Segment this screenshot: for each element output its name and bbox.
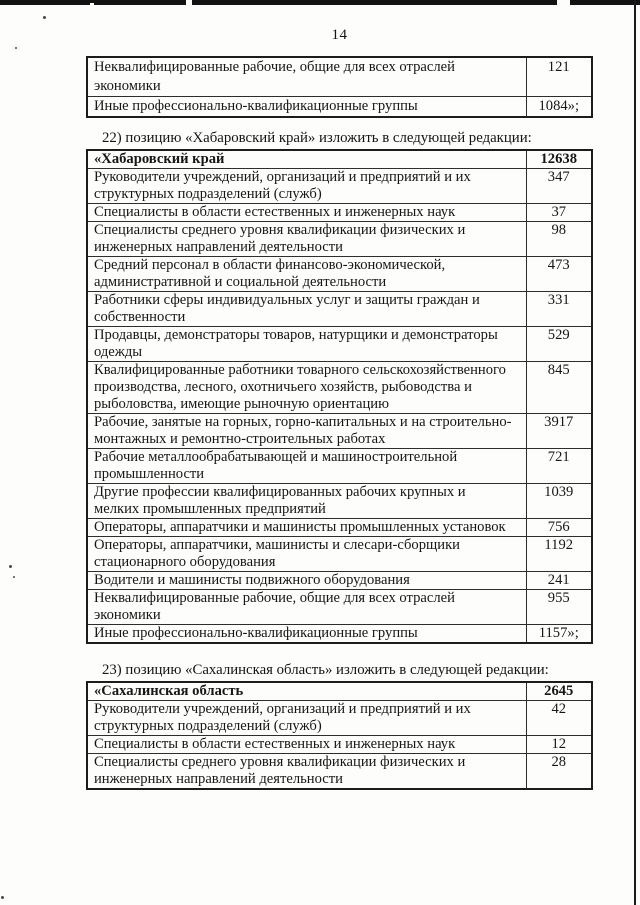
table-row: Продавцы, демонстраторы товаров, натурщи… bbox=[86, 326, 593, 362]
row-value: 1084»; bbox=[525, 96, 593, 118]
row-label: Специалисты в области естественных и инж… bbox=[86, 735, 527, 754]
row-value: 845 bbox=[525, 361, 593, 414]
row-value: 28 bbox=[525, 753, 593, 790]
table-row: Другие профессии квалифицированных рабоч… bbox=[86, 483, 593, 519]
region-name: «Сахалинская область bbox=[86, 681, 527, 701]
row-value: 98 bbox=[525, 221, 593, 257]
khabarovsk-table: «Хабаровский край 12638 Руководители учр… bbox=[86, 149, 593, 644]
row-label: Неквалифицированные рабочие, общие для в… bbox=[86, 589, 527, 625]
row-value: 1192 bbox=[525, 536, 593, 572]
row-label: Специалисты среднего уровня квалификации… bbox=[86, 221, 527, 257]
row-label: Неквалифицированные рабочие, общие для в… bbox=[86, 56, 527, 97]
row-label: Специалисты среднего уровня квалификации… bbox=[86, 753, 527, 790]
scan-speck bbox=[1, 896, 4, 899]
region-total: 12638 bbox=[525, 149, 593, 169]
page-number: 14 bbox=[331, 27, 348, 43]
row-value: 1039 bbox=[525, 483, 593, 519]
table-row: Руководители учреждений, организаций и п… bbox=[86, 168, 593, 204]
scan-artifact-gap bbox=[557, 0, 570, 5]
row-value: 37 bbox=[525, 203, 593, 222]
row-label: Средний персонал в области финансово-эко… bbox=[86, 256, 527, 292]
continuation-table: Неквалифицированные рабочие, общие для в… bbox=[86, 56, 593, 118]
row-label: Операторы, аппаратчики, машинисты и слес… bbox=[86, 536, 527, 572]
table-row: Специалисты среднего уровня квалификации… bbox=[86, 221, 593, 257]
row-value: 3917 bbox=[525, 413, 593, 449]
row-label: Водители и машинисты подвижного оборудов… bbox=[86, 571, 527, 590]
row-value: 347 bbox=[525, 168, 593, 204]
region-total: 2645 bbox=[525, 681, 593, 701]
row-label: Операторы, аппаратчики и машинисты промы… bbox=[86, 518, 527, 537]
table-row: Руководители учреждений, организаций и п… bbox=[86, 700, 593, 736]
table-row: Рабочие металлообрабатывающей и машиност… bbox=[86, 448, 593, 484]
row-value: 529 bbox=[525, 326, 593, 362]
table-row: Неквалифицированные рабочие, общие для в… bbox=[86, 56, 593, 97]
row-label: Иные профессионально-квалификационные гр… bbox=[86, 624, 527, 644]
row-value: 241 bbox=[525, 571, 593, 590]
document-content: Неквалифицированные рабочие, общие для в… bbox=[86, 56, 593, 790]
row-value: 955 bbox=[525, 589, 593, 625]
row-value: 1157»; bbox=[525, 624, 593, 644]
sakhalin-table: «Сахалинская область 2645 Руководители у… bbox=[86, 681, 593, 790]
table-row: Операторы, аппаратчики, машинисты и слес… bbox=[86, 536, 593, 572]
table-row: Иные профессионально-квалификационные гр… bbox=[86, 624, 593, 644]
row-label: Иные профессионально-квалификационные гр… bbox=[86, 96, 527, 118]
row-label: Квалифицированные работники товарного се… bbox=[86, 361, 527, 414]
row-label: Работники сферы индивидуальных услуг и з… bbox=[86, 291, 527, 327]
scan-artifact-top-edge bbox=[0, 0, 640, 5]
clause-23-intro: 23) позицию «Сахалинская область» изложи… bbox=[102, 662, 549, 678]
row-value: 121 bbox=[525, 56, 593, 97]
row-label: Специалисты в области естественных и инж… bbox=[86, 203, 527, 222]
region-header-row: «Хабаровский край 12638 bbox=[86, 149, 593, 169]
region-header-row: «Сахалинская область 2645 bbox=[86, 681, 593, 701]
row-label: Рабочие металлообрабатывающей и машиност… bbox=[86, 448, 527, 484]
scan-artifact-gap bbox=[90, 3, 94, 8]
scan-artifact-gap bbox=[186, 0, 192, 5]
table-row: Иные профессионально-квалификационные гр… bbox=[86, 96, 593, 118]
row-label: Руководители учреждений, организаций и п… bbox=[86, 168, 527, 204]
table-row: Специалисты среднего уровня квалификации… bbox=[86, 753, 593, 790]
table-row: Специалисты в области естественных и инж… bbox=[86, 735, 593, 754]
table-row: Водители и машинисты подвижного оборудов… bbox=[86, 571, 593, 590]
row-value: 473 bbox=[525, 256, 593, 292]
table-row: Работники сферы индивидуальных услуг и з… bbox=[86, 291, 593, 327]
scan-speck bbox=[9, 565, 12, 568]
row-value: 721 bbox=[525, 448, 593, 484]
row-label: Продавцы, демонстраторы товаров, натурщи… bbox=[86, 326, 527, 362]
table-row: Средний персонал в области финансово-эко… bbox=[86, 256, 593, 292]
scan-artifact-right-edge bbox=[634, 0, 636, 905]
table-row: Квалифицированные работники товарного се… bbox=[86, 361, 593, 414]
table-row: Специалисты в области естественных и инж… bbox=[86, 203, 593, 222]
row-value: 756 bbox=[525, 518, 593, 537]
region-name: «Хабаровский край bbox=[86, 149, 527, 169]
table-row: Рабочие, занятые на горных, горно-капита… bbox=[86, 413, 593, 449]
row-label: Рабочие, занятые на горных, горно-капита… bbox=[86, 413, 527, 449]
scan-speck bbox=[13, 576, 15, 578]
row-value: 12 bbox=[525, 735, 593, 754]
clause-22-intro: 22) позицию «Хабаровский край» изложить … bbox=[102, 130, 532, 146]
scan-speck bbox=[43, 16, 46, 19]
table-row: Операторы, аппаратчики и машинисты промы… bbox=[86, 518, 593, 537]
scan-speck bbox=[15, 47, 17, 49]
row-value: 331 bbox=[525, 291, 593, 327]
row-label: Другие профессии квалифицированных рабоч… bbox=[86, 483, 527, 519]
row-label: Руководители учреждений, организаций и п… bbox=[86, 700, 527, 736]
table-row: Неквалифицированные рабочие, общие для в… bbox=[86, 589, 593, 625]
row-value: 42 bbox=[525, 700, 593, 736]
